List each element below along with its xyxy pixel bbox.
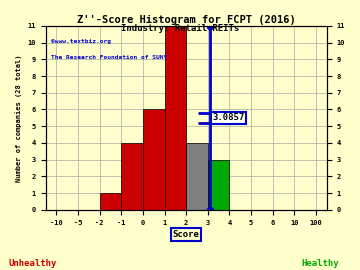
X-axis label: Score: Score xyxy=(173,230,200,239)
Title: Z''-Score Histogram for FCPT (2016): Z''-Score Histogram for FCPT (2016) xyxy=(77,15,296,25)
Bar xyxy=(165,26,186,210)
Bar xyxy=(121,143,143,210)
Text: ©www.textbiz.org: ©www.textbiz.org xyxy=(51,39,111,44)
Bar xyxy=(186,143,208,210)
Y-axis label: Number of companies (28 total): Number of companies (28 total) xyxy=(15,54,22,182)
Bar xyxy=(100,193,121,210)
Text: Healthy: Healthy xyxy=(302,259,339,268)
Text: Industry: Retail REITs: Industry: Retail REITs xyxy=(121,24,239,33)
Text: The Research Foundation of SUNY: The Research Foundation of SUNY xyxy=(51,55,167,60)
Text: Unhealthy: Unhealthy xyxy=(8,259,57,268)
Text: 3.0857: 3.0857 xyxy=(212,113,244,122)
Bar xyxy=(143,110,165,210)
Bar xyxy=(208,160,229,210)
